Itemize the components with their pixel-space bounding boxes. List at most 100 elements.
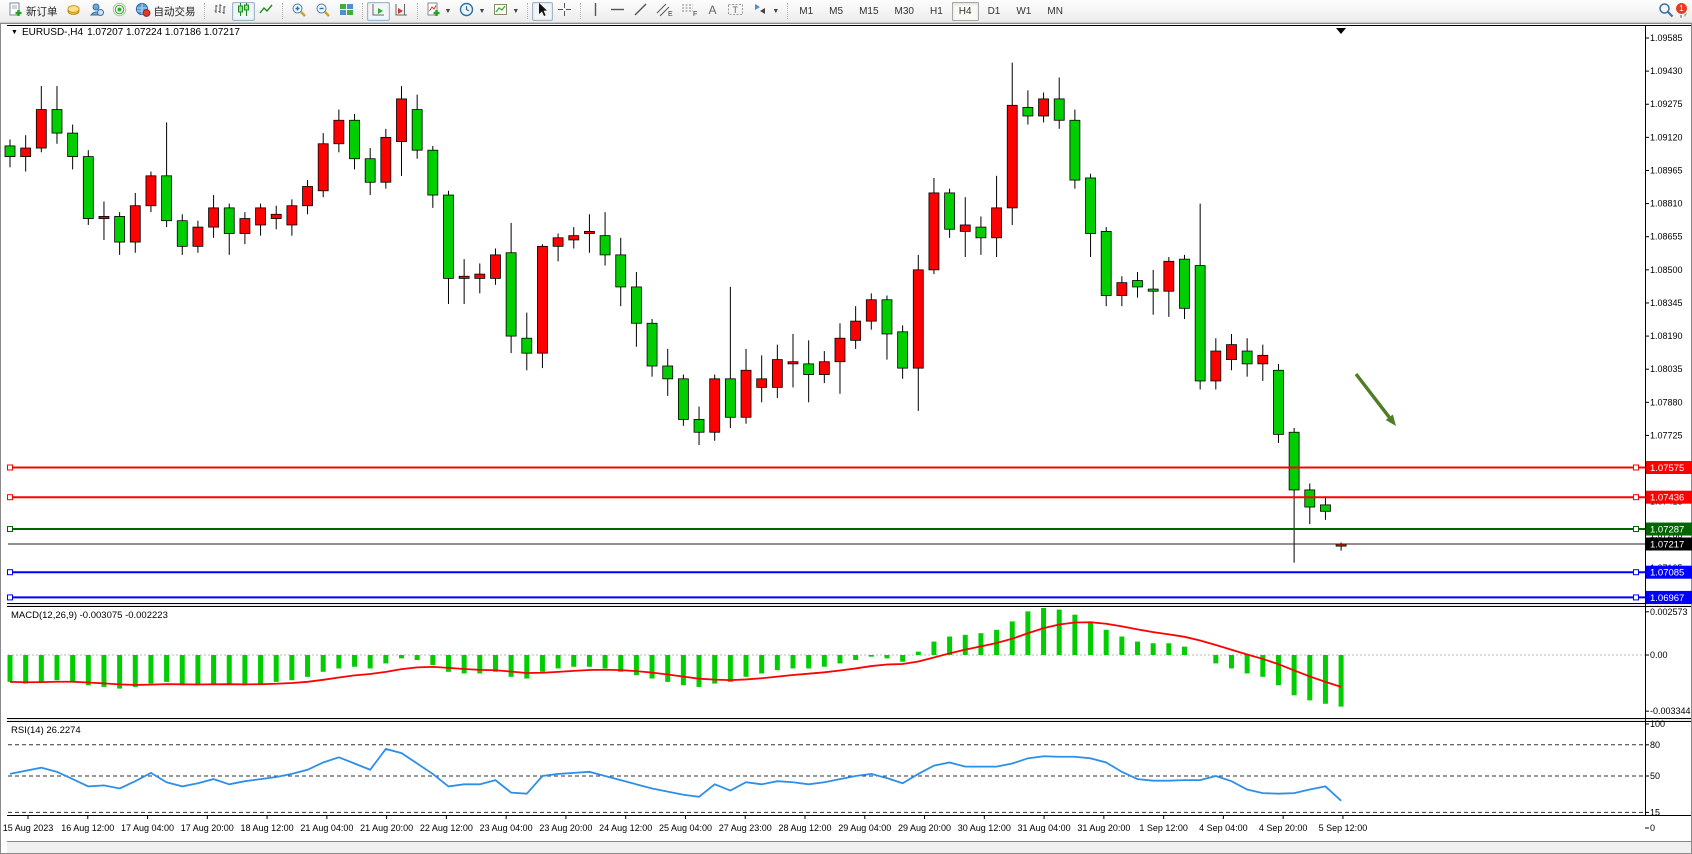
candle-body bbox=[1069, 119, 1081, 181]
horizontal-line-icon bbox=[610, 2, 625, 20]
text-button[interactable]: A bbox=[702, 2, 723, 21]
candle-body bbox=[161, 175, 173, 222]
line-handle bbox=[7, 526, 13, 533]
time-tick: 17 Aug 04:00 bbox=[121, 823, 174, 833]
price-label-text: 1.07085 bbox=[1650, 568, 1684, 579]
candle-body bbox=[552, 237, 564, 247]
chart-ohlc-values: 1.07207 1.07224 1.07186 1.07217 bbox=[87, 27, 240, 38]
line-chart-button[interactable] bbox=[255, 2, 278, 21]
chart-symbol-period: EURUSD-,H4 bbox=[21, 27, 84, 38]
arrow-head bbox=[1385, 414, 1396, 426]
macd-axis-tick: 0.00 bbox=[1650, 650, 1668, 660]
crosshair-button[interactable] bbox=[553, 2, 576, 21]
candle-body bbox=[364, 158, 376, 183]
candle-body bbox=[1132, 280, 1143, 288]
candle-body bbox=[1241, 350, 1253, 365]
candle-body bbox=[317, 143, 329, 192]
rsi-label: RSI(14) 26.2274 bbox=[11, 725, 81, 736]
candle-body bbox=[270, 213, 282, 219]
algo-trading-button[interactable]: 自动交易 bbox=[131, 2, 200, 21]
candle-body bbox=[192, 226, 204, 247]
price-label-box bbox=[1646, 522, 1692, 536]
equidistant-channel-button[interactable]: E bbox=[652, 2, 677, 21]
price-tick: 1.08810 bbox=[1650, 199, 1683, 209]
trendline-button[interactable] bbox=[629, 2, 652, 21]
horizontal-line-button[interactable] bbox=[606, 2, 629, 21]
bar-chart-button[interactable] bbox=[209, 2, 232, 21]
timeframe-M5[interactable]: M5 bbox=[829, 5, 844, 17]
chart-shift-button[interactable] bbox=[390, 2, 413, 21]
timeframe-H1[interactable]: H1 bbox=[929, 5, 943, 17]
chart-window: ▼ EURUSD-,H4 1.07207 1.07224 1.07186 1.0… bbox=[0, 23, 1692, 854]
time-tick: 4 Sep 04:00 bbox=[1199, 823, 1248, 833]
templates-button[interactable]: ▼ bbox=[489, 2, 523, 21]
candle-body bbox=[1053, 98, 1065, 121]
candle-body bbox=[145, 175, 157, 207]
timeframe-M15[interactable]: M15 bbox=[859, 5, 879, 17]
search-icon[interactable] bbox=[1658, 2, 1674, 21]
periods-button[interactable]: ▼ bbox=[455, 2, 489, 21]
candle-body bbox=[912, 269, 924, 369]
price-tick: 1.08345 bbox=[1650, 298, 1683, 308]
time-tick: 27 Aug 23:00 bbox=[719, 823, 772, 833]
time-tick: 23 Aug 20:00 bbox=[539, 823, 592, 833]
time-tick: 18 Aug 12:00 bbox=[241, 823, 294, 833]
zoom-out-button[interactable] bbox=[311, 2, 335, 21]
cursor-button[interactable] bbox=[532, 1, 554, 21]
candle-body bbox=[208, 207, 219, 228]
indicators-button[interactable]: ▼ bbox=[422, 2, 456, 21]
timeframe-H4[interactable]: H4 bbox=[951, 1, 979, 21]
candle-body bbox=[302, 186, 313, 207]
line-handle bbox=[7, 594, 13, 601]
candle-body bbox=[1085, 177, 1096, 234]
community-button[interactable] bbox=[85, 2, 108, 21]
shapes-button[interactable]: ▼ bbox=[748, 2, 783, 21]
zoom-in-button[interactable] bbox=[287, 2, 311, 21]
tile-windows-button[interactable] bbox=[335, 2, 358, 21]
timeframe-M30[interactable]: M30 bbox=[894, 5, 914, 17]
text-label-button[interactable]: T bbox=[723, 2, 748, 21]
tile-windows-icon bbox=[339, 2, 354, 20]
svg-text:A: A bbox=[709, 3, 717, 17]
fibonacci-icon: F bbox=[681, 2, 698, 20]
candle-body bbox=[427, 149, 439, 196]
timeframe-group: M1 M5 M15 M30 H1 H4 D1 W1 MN bbox=[792, 1, 1070, 21]
candle-body bbox=[51, 109, 63, 134]
candlestick-button[interactable] bbox=[231, 1, 255, 21]
fibonacci-button[interactable]: F bbox=[677, 2, 702, 21]
candle-body bbox=[881, 299, 893, 335]
candle-body bbox=[850, 320, 862, 341]
candle-body bbox=[991, 207, 1002, 239]
signals-button[interactable] bbox=[108, 2, 131, 21]
vertical-line-button[interactable] bbox=[585, 2, 606, 21]
macd-axis-tick: 0.002573 bbox=[1650, 607, 1688, 617]
dropdown-caret-icon: ▼ bbox=[478, 7, 486, 15]
timeframe-D1[interactable]: D1 bbox=[987, 5, 1001, 17]
candle-body bbox=[1304, 489, 1316, 508]
time-tick: 25 Aug 04:00 bbox=[659, 823, 712, 833]
time-tick: 24 Aug 12:00 bbox=[599, 823, 652, 833]
timeframe-MN[interactable]: MN bbox=[1047, 5, 1063, 17]
price-label-box bbox=[1646, 490, 1692, 504]
new-order-icon bbox=[8, 2, 23, 20]
candle-body bbox=[67, 132, 79, 157]
chart-dropdown-icon[interactable]: ▼ bbox=[11, 29, 18, 36]
new-order-button[interactable]: 新订单 bbox=[4, 2, 62, 21]
candle-body bbox=[349, 119, 360, 160]
candle-body bbox=[615, 254, 627, 288]
timeframe-M1[interactable]: M1 bbox=[799, 5, 814, 17]
timeframe-W1[interactable]: W1 bbox=[1016, 5, 1032, 17]
svg-text:F: F bbox=[693, 11, 697, 17]
price-tick: 1.07725 bbox=[1650, 430, 1683, 440]
time-tick: 29 Aug 20:00 bbox=[898, 823, 951, 833]
candle-body bbox=[1147, 288, 1159, 292]
auto-scroll-button[interactable] bbox=[366, 1, 390, 21]
candle-body bbox=[35, 109, 47, 149]
notifications-button[interactable]: 1 bbox=[1675, 1, 1688, 18]
market-watch-button[interactable] bbox=[62, 2, 85, 21]
chart-canvas[interactable]: 1.09585 1.09430 1.09275 1.09120 1.08965 1.088… bbox=[0, 23, 1692, 854]
signal-icon bbox=[112, 2, 127, 20]
bar-chart-icon bbox=[213, 2, 228, 20]
price-tick: 1.09585 bbox=[1650, 33, 1683, 43]
candle-body bbox=[1006, 104, 1018, 209]
